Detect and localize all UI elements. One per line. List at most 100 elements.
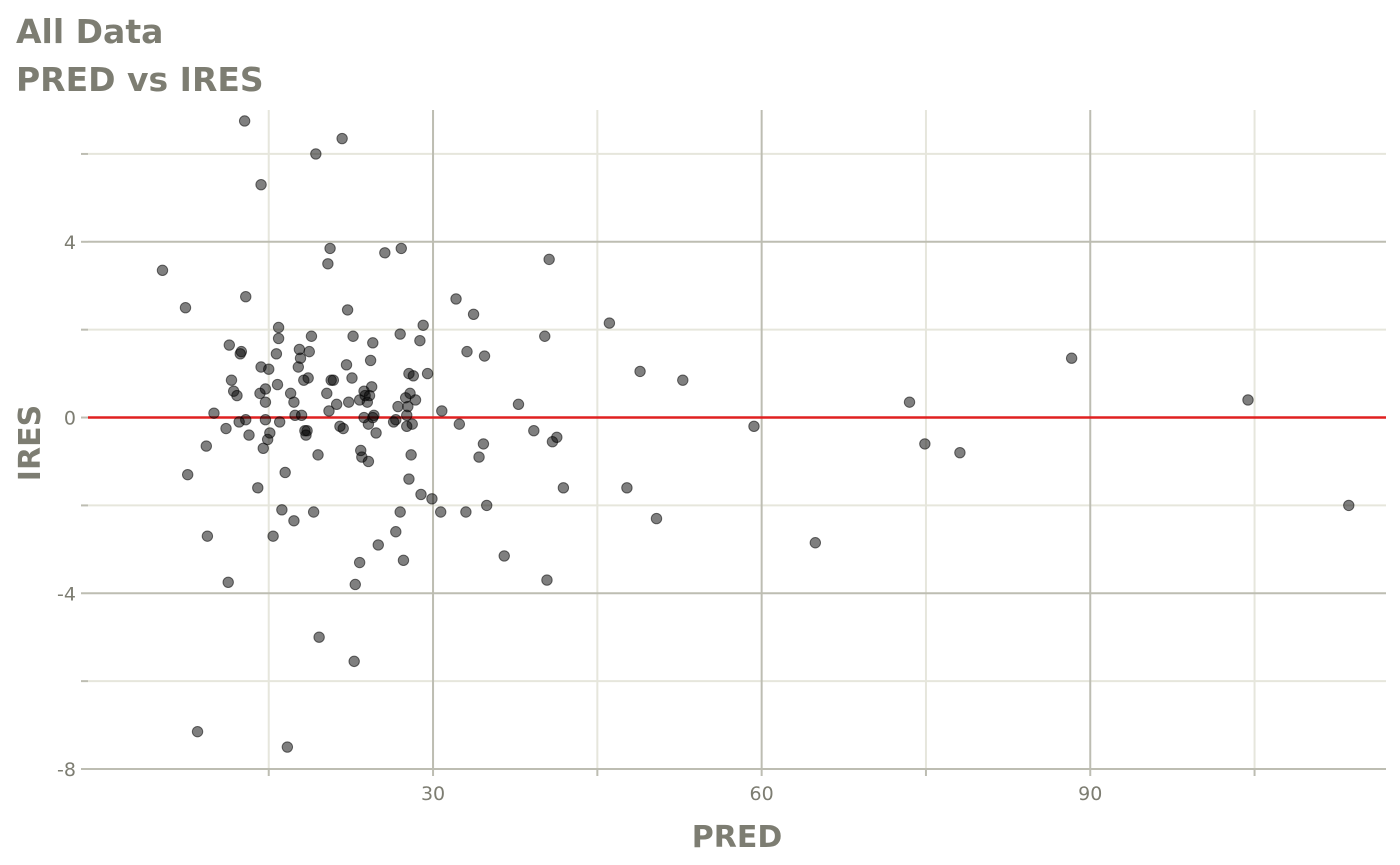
- data-point: [327, 374, 340, 386]
- data-point: [809, 537, 822, 549]
- data-point: [156, 264, 169, 277]
- data-point: [370, 427, 382, 439]
- data-point: [259, 414, 272, 426]
- data-point: [467, 308, 480, 320]
- data-point: [231, 389, 243, 402]
- data-point: [276, 504, 288, 516]
- data-point: [191, 725, 204, 738]
- data-point: [1343, 499, 1355, 512]
- data-point: [919, 438, 931, 450]
- data-point: [225, 374, 238, 386]
- grid: [88, 110, 1386, 770]
- data-point: [353, 556, 366, 569]
- data-point: [397, 554, 410, 567]
- x-tick-label: 30: [421, 783, 445, 805]
- data-point: [365, 381, 378, 393]
- data-point: [324, 242, 336, 255]
- data-point: [279, 466, 291, 479]
- data-point: [405, 449, 417, 461]
- data-point: [426, 493, 438, 505]
- data-point: [272, 321, 285, 334]
- data-point: [200, 440, 212, 452]
- data-point: [322, 258, 334, 270]
- data-point: [310, 148, 322, 160]
- data-point: [394, 328, 406, 340]
- data-point: [1242, 394, 1254, 406]
- data-point: [330, 398, 343, 411]
- data-point: [603, 317, 616, 329]
- data-point: [321, 387, 333, 400]
- data-point: [450, 293, 462, 305]
- data-point: [303, 345, 315, 358]
- data-point: [346, 372, 358, 384]
- data-point: [478, 350, 491, 362]
- data-point: [270, 348, 283, 360]
- data-point: [368, 409, 380, 422]
- data-point: [336, 132, 348, 145]
- data-point: [267, 530, 279, 542]
- data-point: [367, 337, 379, 349]
- data-point: [263, 363, 275, 375]
- data-point: [372, 539, 384, 551]
- data-point: [543, 253, 555, 266]
- data-point: [473, 451, 485, 463]
- data-point: [341, 304, 354, 316]
- data-point: [436, 405, 448, 417]
- data-point: [634, 365, 646, 378]
- y-tick-label: 4: [64, 232, 76, 254]
- data-point: [362, 455, 375, 468]
- data-point: [222, 576, 234, 588]
- data-point: [403, 473, 415, 485]
- data-point: [402, 400, 414, 413]
- data-point: [243, 429, 255, 441]
- data-point: [273, 416, 286, 428]
- data-point: [395, 242, 407, 255]
- data-point: [288, 515, 300, 527]
- data-point: [392, 400, 404, 413]
- data-point: [301, 425, 313, 437]
- data-point: [621, 482, 633, 494]
- y-axis-title: IRES: [13, 405, 48, 481]
- x-tick-label: 90: [1078, 783, 1102, 805]
- data-point: [259, 383, 272, 395]
- data-point: [259, 396, 272, 408]
- data-point: [461, 345, 473, 358]
- data-point: [528, 425, 540, 437]
- data-point: [307, 506, 320, 518]
- data-point: [539, 330, 551, 342]
- data-point: [551, 431, 563, 444]
- data-point: [453, 418, 466, 430]
- data-point: [407, 370, 420, 382]
- data-point: [305, 330, 318, 342]
- data-point: [348, 655, 360, 668]
- data-point: [288, 396, 300, 408]
- data-point: [349, 578, 361, 591]
- data-point: [498, 550, 510, 562]
- data-point: [541, 574, 553, 586]
- chart-subtitle: PRED vs IRES: [16, 60, 264, 99]
- y-tick-label: 0: [64, 408, 76, 430]
- data-point: [201, 530, 214, 542]
- data-point: [415, 488, 427, 501]
- data-point: [409, 394, 422, 406]
- data-point: [417, 319, 429, 331]
- data-point: [181, 468, 194, 481]
- data-point: [748, 420, 760, 433]
- data-point: [295, 409, 308, 422]
- data-point: [364, 354, 377, 367]
- data-point: [460, 506, 472, 518]
- data-point: [302, 372, 314, 384]
- data-point: [281, 741, 294, 753]
- chart-title: All Data: [16, 12, 164, 51]
- x-axis-title: PRED: [692, 820, 782, 855]
- data-point: [240, 414, 252, 426]
- data-point: [394, 506, 406, 518]
- data-point: [220, 422, 232, 435]
- data-point: [312, 449, 324, 461]
- data-point: [208, 407, 220, 419]
- data-points: [156, 115, 1355, 753]
- x-tick-label: 60: [750, 783, 774, 805]
- data-point: [557, 482, 570, 494]
- data-point: [1065, 352, 1078, 364]
